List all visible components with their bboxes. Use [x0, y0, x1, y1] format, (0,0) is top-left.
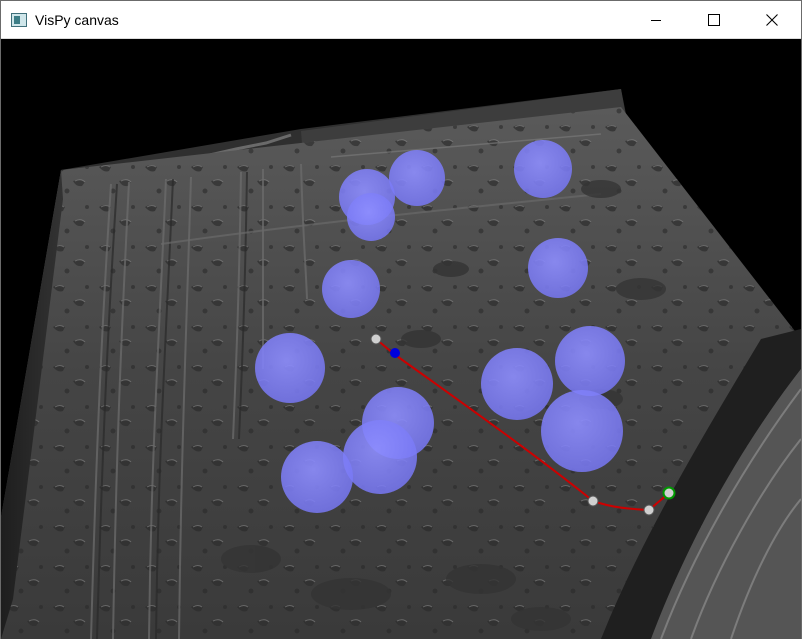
obstacle-sphere	[343, 420, 417, 494]
obstacle-sphere	[281, 441, 353, 513]
minimize-button[interactable]	[627, 1, 685, 38]
obstacle-sphere	[514, 140, 572, 198]
maximize-button[interactable]	[685, 1, 743, 38]
obstacle-spheres	[255, 140, 625, 513]
obstacle-sphere	[389, 150, 445, 206]
obstacle-sphere	[541, 390, 623, 472]
obstacle-sphere	[481, 348, 553, 420]
waypoint[interactable]	[370, 333, 382, 345]
terrain-surface	[1, 107, 801, 639]
close-button[interactable]	[743, 1, 801, 38]
title-bar[interactable]: VisPy canvas	[1, 1, 801, 39]
app-icon	[11, 12, 27, 27]
close-icon	[766, 13, 778, 26]
obstacle-sphere	[347, 193, 395, 241]
obstacle-sphere	[528, 238, 588, 298]
obstacle-sphere	[255, 333, 325, 403]
window-title: VisPy canvas	[35, 11, 119, 28]
window-controls	[627, 1, 801, 38]
waypoint[interactable]	[643, 504, 655, 516]
maximize-icon	[708, 13, 720, 26]
scene-svg[interactable]	[1, 39, 801, 639]
obstacle-sphere	[555, 326, 625, 396]
canvas-viewport[interactable]	[1, 39, 801, 639]
minimize-icon	[651, 19, 661, 21]
waypoint[interactable]	[587, 495, 599, 507]
current-position-marker[interactable]	[390, 348, 400, 358]
obstacle-sphere	[322, 260, 380, 318]
planned-path	[370, 333, 676, 516]
goal-marker[interactable]	[662, 486, 676, 500]
path-line	[375, 338, 670, 512]
